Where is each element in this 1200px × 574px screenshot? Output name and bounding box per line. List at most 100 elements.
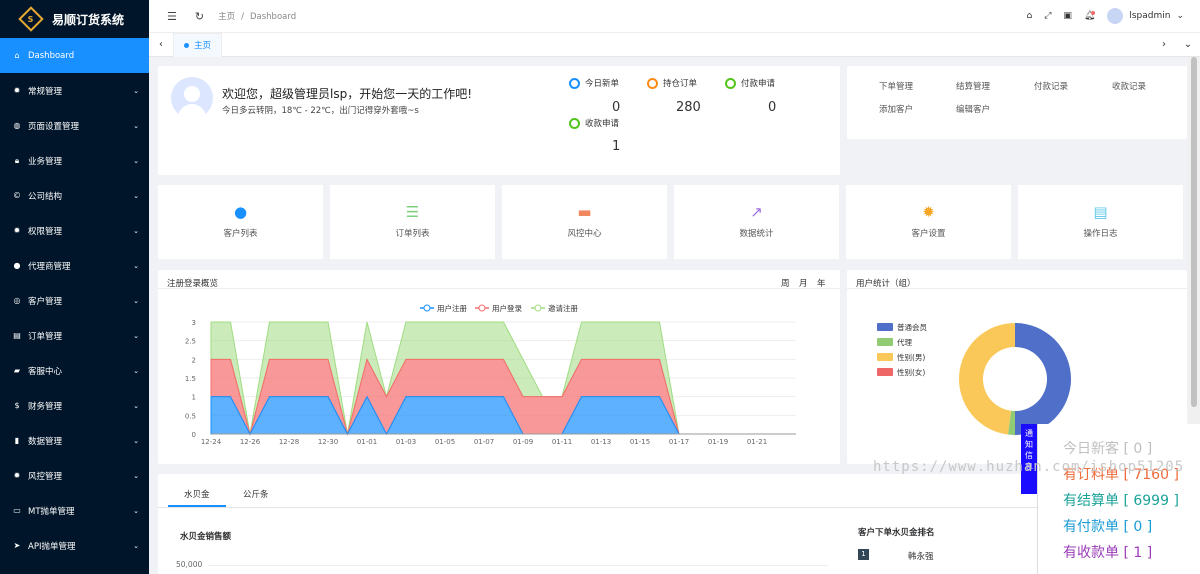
chevron-down-icon: ⌄ [1176,11,1184,21]
y-tick-label: 1 [192,394,196,402]
notice-toggle[interactable]: 通知信息 [1021,424,1037,494]
globe-icon: ◍ [13,121,21,130]
sidebar-item-1[interactable]: ✹ 常规管理 ⌄ [0,73,149,108]
monitor-icon: ▭ [13,506,21,515]
donut-slice-1[interactable] [1007,410,1015,435]
sidebar-item-12[interactable]: ✹ 风控管理 ⌄ [0,458,149,493]
sidebar-item-14[interactable]: ➤ API抛单管理 ⌄ [0,528,149,563]
notice-row-1[interactable]: 有订料单 [ 7160 ] [1063,467,1179,483]
donut-slice-2[interactable] [958,323,1015,435]
menu-toggle-icon[interactable]: ☰ [167,9,177,23]
copyright-icon: © [13,191,21,200]
sidebar-item-label: 数据管理 [28,436,63,447]
legend-label[interactable]: 普通会员 [897,322,927,332]
chart1-title: 注册登录概览 [167,279,219,289]
breadcrumb-home[interactable]: 主页 [218,12,236,22]
fullscreen-icon[interactable]: ⤢ [1044,11,1052,21]
chevron-down-icon: ⌄ [133,86,139,95]
rank-number: 1 [858,549,869,560]
sidebar-item-7[interactable]: ◎ 客户管理 ⌄ [0,283,149,318]
tile-label: 风控中心 [567,229,602,239]
sidebar-item-6[interactable]: ● 代理商管理 ⌄ [0,248,149,283]
chevron-down-icon: ⌄ [133,191,139,200]
app-title: 易顺订货系统 [52,12,125,27]
sidebar-item-0[interactable]: ⌂ Dashboard [0,38,149,73]
sidebar-item-2[interactable]: ◍ 页面设置管理 ⌄ [0,108,149,143]
breadcrumb-current: Dashboard [249,12,297,22]
shortcut-tile-5[interactable]: ▤ 操作日志 [1018,185,1183,259]
sidebar-item-4[interactable]: © 公司结构 ⌄ [0,178,149,213]
monitor-icon: ▬ [577,203,592,221]
bar-icon: ▮ [14,436,20,445]
legend-label[interactable]: 性别(男) [897,352,925,362]
period-week-button[interactable]: 周 [781,279,790,289]
user-menu[interactable]: lspadmin ⌄ [1107,8,1184,24]
shortcut-tile-3[interactable]: ↗ 数据统计 [674,185,839,259]
sidebar-item-11[interactable]: ▮ 数据管理 ⌄ [0,423,149,458]
list-icon: ☰ [405,203,420,221]
tabs-menu-icon[interactable]: ⌄ [1183,39,1193,50]
stat-icon [569,77,580,89]
notice-panel: 今日新客 [ 0 ] 有订料单 [ 7160 ] 有结算单 [ 6999 ] 有付款单… [1037,424,1200,574]
legend-label[interactable]: 邀请注册 [548,303,578,313]
quick-links-card: 下单管理 结算管理 付款记录 收款记录添加客户 编辑客户 [847,66,1187,139]
sidebar-item-9[interactable]: ▰ 客服中心 ⌄ [0,353,149,388]
period-month-button[interactable]: 月 [799,279,808,289]
sidebar-item-3[interactable]: 🔒︎ 业务管理 ⌄ [0,143,149,178]
chart2-title: 用户统计（组） [856,279,916,289]
shortcut-tile-0[interactable]: ● 客户列表 [158,185,323,259]
notice-row-3[interactable]: 有付款单 [ 0 ] [1063,519,1153,535]
tab-dot [184,42,189,48]
home-icon[interactable]: ⌂ [1026,11,1033,21]
legend-label[interactable]: 用户注册 [437,303,467,313]
tab-home-label: 主页 [194,41,212,51]
sidebar-item-8[interactable]: ▤ 订单管理 ⌄ [0,318,149,353]
legend-label[interactable]: 代理 [897,337,912,347]
notice-row-0[interactable]: 今日新客 [ 0 ] [1063,441,1153,457]
tabs-left-icon[interactable]: ‹ [159,39,163,50]
quick-link-0[interactable]: 下单管理 [879,82,914,92]
legend-label[interactable]: 性别(女) [897,367,925,377]
tab-home[interactable]: 主页 [173,32,223,57]
shortcut-tile-4[interactable]: ✹ 客户设置 [846,185,1011,259]
sidebar-item-label: API抛单管理 [28,541,76,552]
sidebar-item-5[interactable]: ✹ 权限管理 ⌄ [0,213,149,248]
stat-0[interactable]: 今日新单 [569,77,619,89]
quick-link-2[interactable]: 付款记录 [1034,82,1069,92]
notice-row-2[interactable]: 有结算单 [ 6999 ] [1063,493,1179,509]
tile-label: 操作日志 [1083,229,1118,239]
refresh-icon[interactable]: ↻ [194,9,205,23]
quick-link-1[interactable]: 结算管理 [956,82,991,92]
y-tick-label: 2 [192,356,196,364]
stat-1[interactable]: 持仓订单 [647,77,697,89]
bottom-sales-card: 水贝金 公斤条 水贝金销售额 50,000 客户下单水贝金排名 1 韩永强 [158,474,1038,574]
sidebar-item-label: 客服中心 [28,366,63,377]
notice-row-4[interactable]: 有收款单 [ 1 ] [1063,545,1153,561]
sidebar-item-13[interactable]: ▭ MT抛单管理 ⌄ [0,493,149,528]
tabs-right-icon[interactable]: › [1162,39,1166,50]
x-tick-label: 01-01 [357,438,377,446]
bell-icon[interactable]: 🔔︎ [1083,11,1096,21]
sidebar-item-label: 页面设置管理 [28,121,80,132]
sidebar-item-10[interactable]: $ 财务管理 ⌄ [0,388,149,423]
theme-icon[interactable]: ▣ [1063,11,1072,21]
chevron-down-icon: ⌄ [133,226,139,235]
quick-link-4[interactable]: 添加客户 [879,105,914,115]
quick-link-3[interactable]: 收款记录 [1112,82,1147,92]
stat-3[interactable]: 收款申请 [569,117,619,129]
gear-icon: ✹ [922,203,935,221]
quick-link-5[interactable]: 编辑客户 [956,105,991,115]
sidebar-item-label: 权限管理 [28,226,63,237]
legend-label[interactable]: 用户登录 [492,303,522,313]
breadcrumb: 主页 / Dashboard [218,10,296,22]
stat-label: 收款申请 [585,119,620,129]
donut-slice-0[interactable] [1015,323,1071,435]
logo-icon: S [18,6,44,32]
period-year-button[interactable]: 年 [817,279,826,289]
shortcut-tile-1[interactable]: ☰ 订单列表 [330,185,495,259]
shortcut-tile-2[interactable]: ▬ 风控中心 [502,185,667,259]
tab-gongjintiao[interactable]: 公斤条 [243,490,269,500]
stat-2[interactable]: 付款申请 [725,77,775,89]
tab-shuibeijin[interactable]: 水贝金 [184,490,210,500]
